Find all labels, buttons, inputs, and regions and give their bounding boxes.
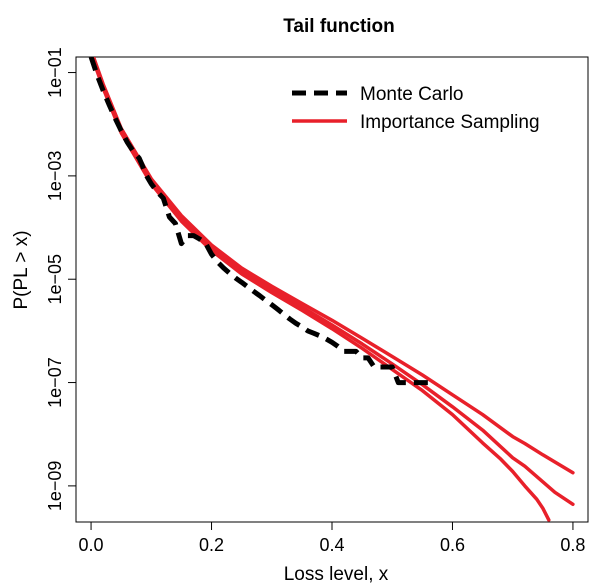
x-tick-label-2: 0.4 bbox=[319, 535, 344, 555]
series-group bbox=[88, 57, 575, 522]
y-tick-label-group-1: 1e−03 bbox=[45, 151, 65, 202]
y-tick-label-group-2: 1e−05 bbox=[45, 254, 65, 305]
y-tick-label-group-3: 1e−07 bbox=[45, 357, 65, 408]
legend-label-0: Monte Carlo bbox=[360, 84, 464, 105]
x-tick-label-4: 0.8 bbox=[560, 535, 585, 555]
y-axis: 1e−01 1e−03 1e−05 1e−07 1e−09 bbox=[45, 47, 76, 511]
legend: Monte Carlo Importance Sampling bbox=[292, 84, 540, 133]
y-tick-label-4: 1e−09 bbox=[45, 461, 65, 512]
y-axis-label: P(PL > x) bbox=[11, 230, 32, 309]
chart-title: Tail function bbox=[283, 16, 395, 37]
y-tick-label-2: 1e−05 bbox=[45, 254, 65, 305]
series-line-band-2 bbox=[91, 57, 575, 475]
legend-label-1: Importance Sampling bbox=[360, 112, 540, 133]
y-tick-label-1: 1e−03 bbox=[45, 151, 65, 202]
y-tick-label-3: 1e−07 bbox=[45, 357, 65, 408]
y-tick-label-0: 1e−01 bbox=[45, 47, 65, 98]
x-tick-label-3: 0.6 bbox=[440, 535, 465, 555]
y-tick-label-group-0: 1e−01 bbox=[45, 47, 65, 98]
x-axis: 0.0 0.2 0.4 0.6 0.8 bbox=[79, 522, 585, 555]
x-tick-label-1: 0.2 bbox=[199, 535, 224, 555]
series-line-monte-carlo bbox=[88, 57, 435, 386]
x-tick-label-0: 0.0 bbox=[79, 535, 104, 555]
y-tick-label-group-4: 1e−09 bbox=[45, 461, 65, 512]
x-axis-label: Loss level, x bbox=[284, 564, 389, 585]
